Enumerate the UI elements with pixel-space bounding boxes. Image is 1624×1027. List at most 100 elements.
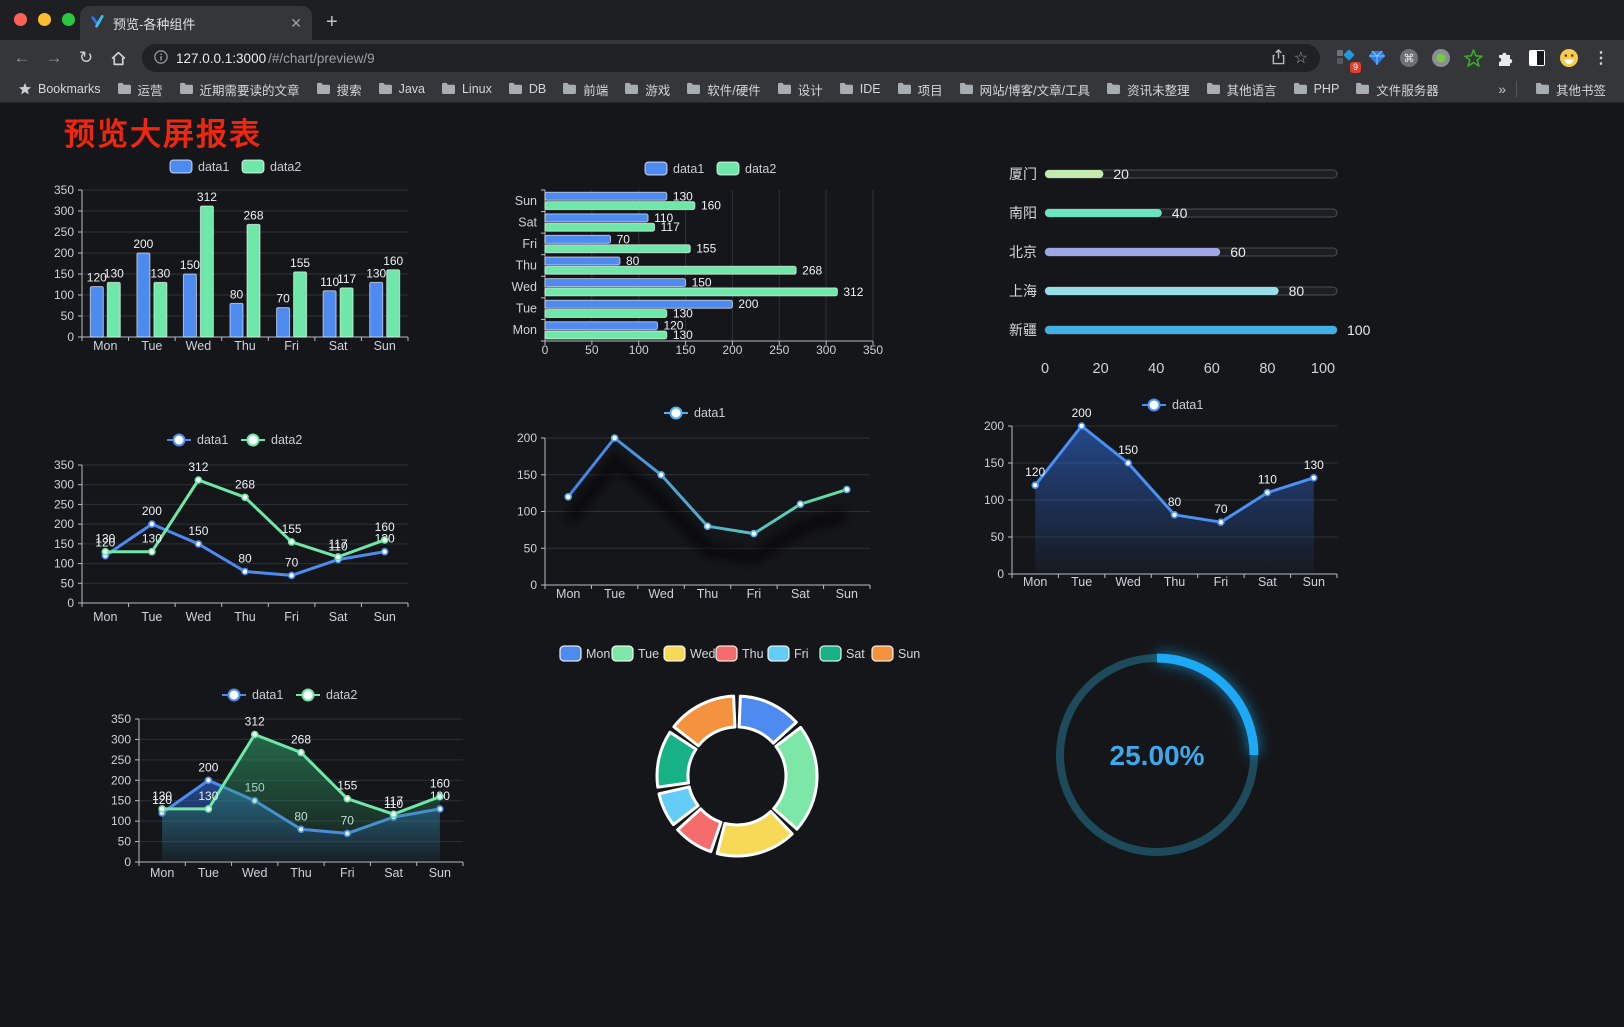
bookmark-folder[interactable]: 设计 bbox=[769, 77, 831, 102]
bookmark-folder[interactable]: 网站/博客/文章/工具 bbox=[951, 77, 1098, 102]
svg-text:Thu: Thu bbox=[697, 587, 719, 601]
bookmarks-overflow-chevron[interactable]: » bbox=[1498, 81, 1506, 97]
svg-text:117: 117 bbox=[384, 794, 403, 808]
bookmark-folder[interactable]: 搜索 bbox=[308, 77, 370, 102]
bookmark-star-icon[interactable]: ☆ bbox=[1293, 50, 1308, 67]
back-button[interactable]: ← bbox=[13, 48, 31, 67]
dark-mode-extension-icon[interactable] bbox=[1526, 47, 1548, 69]
svg-text:Tue: Tue bbox=[638, 647, 659, 661]
svg-text:117: 117 bbox=[329, 537, 348, 551]
svg-text:120: 120 bbox=[95, 536, 115, 550]
svg-text:Sat: Sat bbox=[329, 339, 348, 353]
svg-text:200: 200 bbox=[133, 237, 153, 251]
emoji-extension-icon[interactable] bbox=[1558, 47, 1580, 69]
site-info-icon[interactable] bbox=[154, 49, 168, 67]
svg-text:100: 100 bbox=[984, 493, 1004, 507]
svg-text:0: 0 bbox=[1041, 361, 1049, 377]
svg-text:Mon: Mon bbox=[93, 339, 117, 353]
close-window-button[interactable] bbox=[14, 13, 27, 26]
svg-text:Fri: Fri bbox=[1214, 575, 1229, 589]
window-controls[interactable] bbox=[14, 13, 75, 26]
svg-text:Mon: Mon bbox=[93, 610, 117, 624]
svg-text:150: 150 bbox=[180, 258, 200, 272]
chart-area-single: 0 50 100 150 200 Mon Tue Wed Thu Fri Sat Sun 120 200 1… bbox=[975, 393, 1355, 603]
proxy-extension-icon[interactable]: 9 bbox=[1334, 47, 1361, 73]
bookmark-folder[interactable]: PHP bbox=[1285, 79, 1348, 100]
svg-text:120: 120 bbox=[1025, 465, 1045, 479]
gem-extension-icon[interactable] bbox=[1366, 47, 1388, 69]
svg-text:80: 80 bbox=[230, 287, 244, 301]
bookmark-folder[interactable]: DB bbox=[500, 79, 554, 100]
svg-text:Tue: Tue bbox=[1071, 575, 1092, 589]
bookmark-folder[interactable]: 文件服务器 bbox=[1347, 77, 1447, 102]
svg-text:200: 200 bbox=[142, 504, 162, 518]
star-extension-icon[interactable] bbox=[1462, 47, 1484, 69]
bookmark-folder[interactable]: 运营 bbox=[109, 77, 171, 102]
bookmark-folder[interactable]: 近期需要读的文章 bbox=[171, 77, 308, 102]
svg-text:350: 350 bbox=[54, 183, 74, 197]
svg-text:155: 155 bbox=[696, 242, 716, 256]
new-tab-button[interactable]: + bbox=[326, 11, 338, 33]
svg-text:150: 150 bbox=[188, 524, 208, 538]
folder-icon bbox=[1355, 82, 1370, 97]
svg-text:80: 80 bbox=[1289, 283, 1305, 299]
folder-icon bbox=[1293, 82, 1308, 97]
svg-text:Sun: Sun bbox=[836, 587, 858, 601]
svg-text:100: 100 bbox=[1311, 361, 1335, 377]
svg-text:Thu: Thu bbox=[234, 339, 256, 353]
share-icon[interactable] bbox=[1271, 48, 1286, 68]
svg-text:300: 300 bbox=[816, 343, 836, 357]
svg-text:80: 80 bbox=[626, 254, 640, 268]
bookmark-folder[interactable]: 前端 bbox=[554, 77, 616, 102]
svg-text:250: 250 bbox=[769, 343, 789, 357]
svg-text:Fri: Fri bbox=[794, 647, 809, 661]
svg-text:Fri: Fri bbox=[340, 866, 355, 880]
recorder-extension-icon[interactable] bbox=[1430, 47, 1452, 69]
svg-text:40: 40 bbox=[1172, 205, 1188, 221]
svg-text:data1: data1 bbox=[252, 688, 283, 702]
reload-button[interactable]: ↻ bbox=[78, 48, 94, 67]
svg-text:100: 100 bbox=[54, 557, 74, 571]
bookmarks-manager[interactable]: Bookmarks bbox=[10, 79, 109, 99]
svg-text:Mon: Mon bbox=[1023, 575, 1047, 589]
home-button[interactable] bbox=[104, 44, 132, 72]
command-extension-icon[interactable]: ⌘ bbox=[1398, 47, 1420, 69]
svg-text:Fri: Fri bbox=[284, 339, 299, 353]
maximize-window-button[interactable] bbox=[62, 13, 75, 26]
svg-text:Sat: Sat bbox=[846, 647, 865, 661]
svg-text:Tue: Tue bbox=[604, 587, 625, 601]
bookmark-folder[interactable]: 软件/硬件 bbox=[678, 77, 768, 102]
svg-text:0: 0 bbox=[67, 330, 74, 344]
other-bookmarks-folder[interactable]: 其他书签 bbox=[1527, 77, 1614, 102]
svg-text:Thu: Thu bbox=[290, 866, 312, 880]
url-bar[interactable]: 127.0.0.1:3000/#/chart/preview/9 ☆ bbox=[142, 44, 1320, 72]
svg-text:60: 60 bbox=[1230, 244, 1246, 260]
browser-tab[interactable]: 预览-各种组件 ✕ bbox=[80, 6, 312, 40]
puzzle-extensions-icon[interactable] bbox=[1494, 47, 1516, 69]
svg-text:Sun: Sun bbox=[374, 610, 396, 624]
svg-text:120: 120 bbox=[152, 793, 172, 807]
svg-text:Sun: Sun bbox=[429, 866, 451, 880]
forward-button[interactable]: → bbox=[45, 48, 63, 67]
svg-text:117: 117 bbox=[661, 220, 680, 234]
svg-text:Sun: Sun bbox=[515, 194, 537, 208]
tab-close-icon[interactable]: ✕ bbox=[290, 14, 302, 31]
bookmark-folder[interactable]: 资讯未整理 bbox=[1098, 77, 1198, 102]
svg-text:300: 300 bbox=[111, 732, 131, 746]
svg-text:130: 130 bbox=[673, 306, 693, 320]
bookmark-folder[interactable]: 其他语言 bbox=[1198, 77, 1285, 102]
bookmark-folder[interactable]: Linux bbox=[433, 79, 500, 100]
bookmark-folder[interactable]: IDE bbox=[831, 79, 889, 100]
svg-text:60: 60 bbox=[1204, 361, 1220, 377]
svg-text:312: 312 bbox=[197, 190, 217, 204]
svg-text:150: 150 bbox=[676, 343, 696, 357]
bookmark-folder[interactable]: Java bbox=[370, 79, 433, 100]
svg-text:100: 100 bbox=[111, 814, 131, 828]
browser-menu-icon[interactable]: ⋮ bbox=[1593, 50, 1609, 67]
svg-text:130: 130 bbox=[95, 532, 115, 546]
svg-text:200: 200 bbox=[738, 297, 758, 311]
bookmark-folder[interactable]: 项目 bbox=[889, 77, 951, 102]
svg-text:Mon: Mon bbox=[556, 587, 580, 601]
minimize-window-button[interactable] bbox=[38, 13, 51, 26]
bookmark-folder[interactable]: 游戏 bbox=[616, 77, 678, 102]
